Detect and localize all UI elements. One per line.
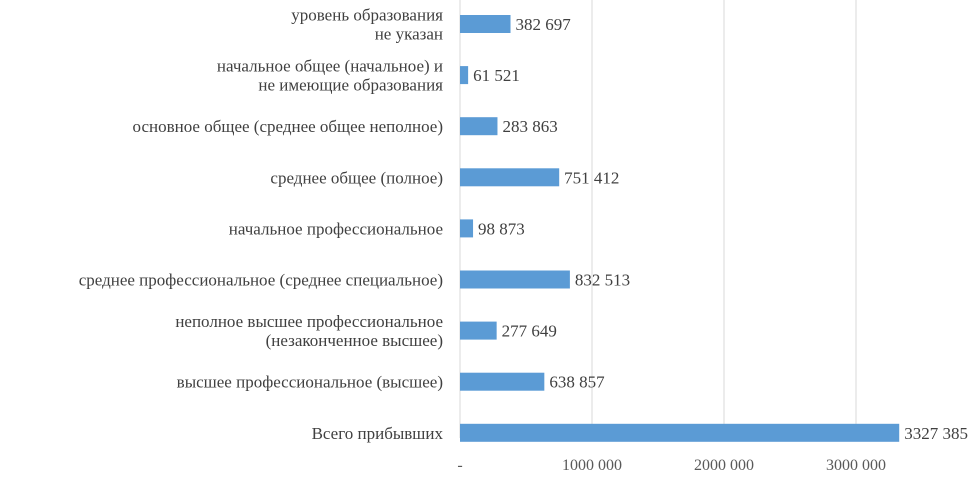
bars bbox=[460, 15, 900, 442]
data-label: 832 513 bbox=[575, 271, 630, 290]
category-label: среднее общее (полное) bbox=[270, 168, 443, 187]
data-label: 3327 385 bbox=[904, 424, 968, 443]
bar bbox=[460, 66, 469, 85]
category-label: основное общее (среднее общее неполное) bbox=[133, 117, 443, 136]
category-label: Всего прибывших bbox=[312, 424, 444, 443]
x-axis-ticks: - 1000 000 2000 000 3000 000 bbox=[457, 457, 886, 474]
bar bbox=[460, 423, 900, 442]
category-labels: уровень образования не указан начальное об… bbox=[79, 6, 444, 443]
data-label: 751 412 bbox=[564, 168, 619, 187]
bar bbox=[460, 117, 498, 136]
category-label: неполное высшее профессиональное (незакон… bbox=[175, 312, 443, 350]
data-label: 638 857 bbox=[549, 373, 605, 392]
category-label: среднее профессиональное (среднее специа… bbox=[79, 271, 443, 290]
bar bbox=[460, 372, 545, 391]
category-label: высшее профессиональное (высшее) bbox=[177, 373, 443, 392]
x-tick-label: 1000 000 bbox=[562, 457, 622, 474]
bar bbox=[460, 321, 497, 340]
x-tick-label: 3000 000 bbox=[826, 457, 886, 474]
value-labels: 382 697 61 521 283 863 751 412 98 873 832 513… bbox=[473, 15, 968, 443]
category-label: уровень образования не указан bbox=[291, 6, 443, 44]
category-label: начальное общее (начальное) и не имеющие … bbox=[217, 57, 443, 95]
bar bbox=[460, 15, 511, 33]
bar bbox=[460, 168, 560, 187]
data-label: 277 649 bbox=[502, 322, 557, 341]
data-label: 98 873 bbox=[478, 219, 525, 238]
x-tick-label: 2000 000 bbox=[694, 457, 754, 474]
data-label: 382 697 bbox=[516, 15, 572, 34]
data-label: 283 863 bbox=[502, 117, 557, 136]
data-label: 61 521 bbox=[473, 66, 520, 85]
category-label: начальное профессиональное bbox=[229, 219, 443, 238]
bar bbox=[460, 270, 570, 289]
bar bbox=[460, 219, 474, 238]
x-tick-label: - bbox=[457, 457, 462, 474]
